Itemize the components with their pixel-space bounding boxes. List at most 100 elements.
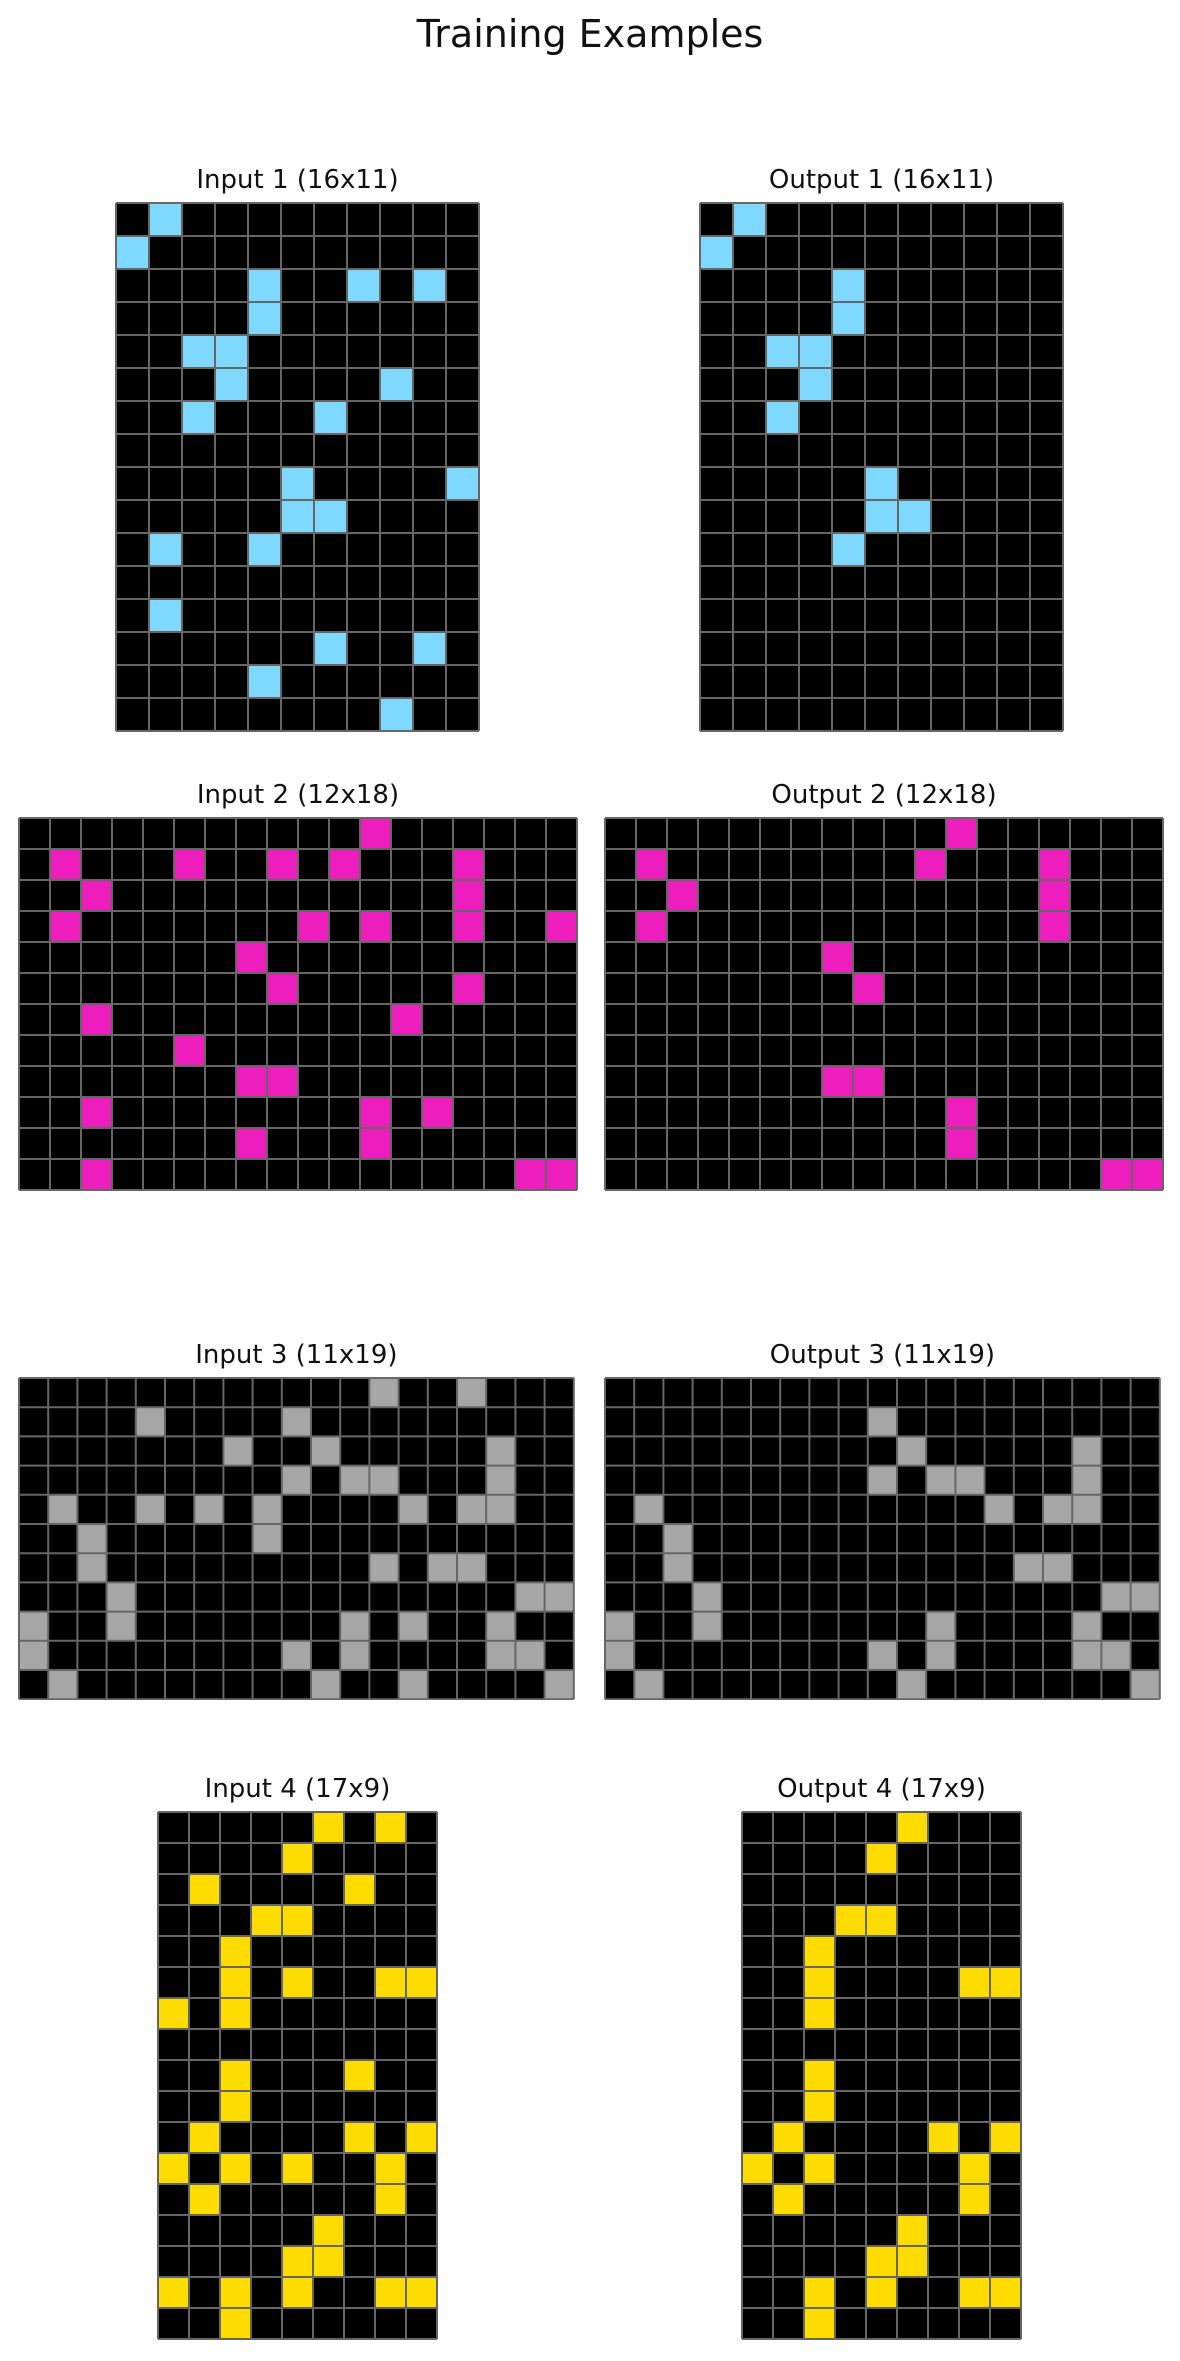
grid-lines <box>741 1811 1022 2340</box>
colored-cell <box>340 1611 370 1641</box>
colored-cell <box>406 2122 437 2153</box>
colored-cell <box>804 2153 835 2184</box>
input-2-title: Input 2 (12x18) <box>196 780 400 810</box>
colored-cell <box>220 2060 251 2091</box>
colored-cell <box>380 368 413 401</box>
colored-cell <box>313 2246 344 2277</box>
colored-cell <box>636 849 667 880</box>
colored-cell <box>515 1640 545 1670</box>
colored-cell <box>375 2277 406 2308</box>
colored-cell <box>282 1967 313 1998</box>
colored-cell <box>1132 1159 1163 1190</box>
colored-cell <box>866 2277 897 2308</box>
colored-cell <box>158 2153 189 2184</box>
colored-cell <box>329 849 360 880</box>
colored-cell <box>946 818 977 849</box>
colored-cell <box>158 1998 189 2029</box>
colored-cell <box>486 1640 516 1670</box>
colored-cell <box>248 533 281 566</box>
colored-cell <box>1072 1436 1102 1466</box>
colored-cell <box>19 1640 49 1670</box>
colored-cell <box>453 880 484 911</box>
colored-cell <box>174 849 205 880</box>
colored-cell <box>667 880 698 911</box>
colored-cell <box>1039 849 1070 880</box>
colored-cell <box>281 1407 311 1437</box>
colored-cell <box>453 849 484 880</box>
colored-cell <box>149 599 182 632</box>
colored-cell <box>804 1967 835 1998</box>
output-2-grid <box>604 817 1164 1191</box>
colored-cell <box>252 1494 282 1524</box>
colored-cell <box>766 401 799 434</box>
colored-cell <box>158 2277 189 2308</box>
output-1-grid <box>699 202 1064 732</box>
colored-cell <box>81 880 112 911</box>
colored-cell <box>267 973 298 1004</box>
colored-cell <box>804 1936 835 1967</box>
colored-cell <box>106 1582 136 1612</box>
colored-cell <box>990 2122 1021 2153</box>
colored-cell <box>692 1611 722 1641</box>
output-4-grid <box>741 1811 1022 2340</box>
colored-cell <box>360 1097 391 1128</box>
colored-cell <box>314 401 347 434</box>
colored-cell <box>636 911 667 942</box>
colored-cell <box>605 1640 635 1670</box>
colored-cell <box>1130 1582 1160 1612</box>
colored-cell <box>267 849 298 880</box>
colored-cell <box>515 1159 546 1190</box>
colored-cell <box>1039 880 1070 911</box>
colored-cell <box>369 1553 399 1583</box>
colored-cell <box>866 1843 897 1874</box>
colored-cell <box>897 1436 927 1466</box>
grid-lines <box>699 202 1064 732</box>
colored-cell <box>298 911 329 942</box>
colored-cell <box>853 1066 884 1097</box>
colored-cell <box>281 1640 311 1670</box>
colored-cell <box>832 533 865 566</box>
colored-cell <box>391 1004 422 1035</box>
colored-cell <box>946 1097 977 1128</box>
colored-cell <box>77 1553 107 1583</box>
colored-cell <box>223 1436 253 1466</box>
colored-cell <box>799 368 832 401</box>
input-3-grid <box>18 1377 575 1701</box>
colored-cell <box>81 1004 112 1035</box>
colored-cell <box>1072 1494 1102 1524</box>
colored-cell <box>314 632 347 665</box>
colored-cell <box>340 1465 370 1495</box>
colored-cell <box>799 335 832 368</box>
colored-cell <box>700 236 733 269</box>
colored-cell <box>515 1582 545 1612</box>
colored-cell <box>413 632 446 665</box>
colored-cell <box>220 2091 251 2122</box>
colored-cell <box>220 2277 251 2308</box>
grid-lines <box>604 817 1164 1191</box>
colored-cell <box>832 269 865 302</box>
colored-cell <box>50 849 81 880</box>
colored-cell <box>867 1640 897 1670</box>
colored-cell <box>605 1611 635 1641</box>
output-1-title: Output 1 (16x11) <box>768 165 995 195</box>
colored-cell <box>867 1407 897 1437</box>
input-4-title: Input 4 (17x9) <box>204 1774 391 1804</box>
colored-cell <box>946 1128 977 1159</box>
colored-cell <box>898 500 931 533</box>
colored-cell <box>252 1524 282 1554</box>
colored-cell <box>866 2246 897 2277</box>
colored-cell <box>804 2060 835 2091</box>
colored-cell <box>236 1128 267 1159</box>
colored-cell <box>663 1524 693 1554</box>
colored-cell <box>380 698 413 731</box>
colored-cell <box>360 818 391 849</box>
colored-cell <box>282 1843 313 1874</box>
grid-lines <box>115 202 480 732</box>
colored-cell <box>544 1582 574 1612</box>
colored-cell <box>926 1465 956 1495</box>
colored-cell <box>344 1874 375 1905</box>
input-4-grid <box>157 1811 438 2340</box>
colored-cell <box>311 1436 341 1466</box>
colored-cell <box>832 302 865 335</box>
colored-cell <box>375 1967 406 1998</box>
